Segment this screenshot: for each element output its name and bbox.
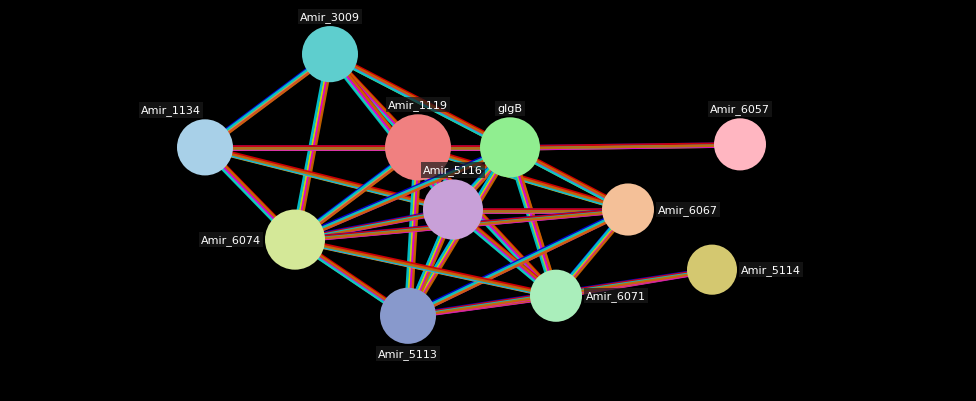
- Text: Amir_1119: Amir_1119: [388, 100, 448, 111]
- Circle shape: [177, 120, 233, 176]
- Circle shape: [687, 245, 737, 295]
- Text: Amir_5116: Amir_5116: [423, 165, 483, 176]
- Text: Amir_6067: Amir_6067: [658, 205, 718, 215]
- Text: Amir_6057: Amir_6057: [710, 104, 770, 115]
- Text: glgB: glgB: [498, 104, 522, 114]
- Circle shape: [714, 119, 766, 171]
- Circle shape: [385, 115, 451, 181]
- Text: Amir_6074: Amir_6074: [201, 235, 261, 245]
- Text: Amir_5114: Amir_5114: [741, 265, 801, 275]
- Circle shape: [602, 184, 654, 236]
- Circle shape: [380, 288, 436, 344]
- Circle shape: [530, 270, 582, 322]
- Text: Amir_6071: Amir_6071: [586, 291, 646, 302]
- Circle shape: [480, 118, 540, 178]
- Circle shape: [423, 180, 483, 240]
- Circle shape: [302, 27, 358, 83]
- Circle shape: [265, 210, 325, 270]
- Text: Amir_3009: Amir_3009: [300, 12, 360, 23]
- Text: Amir_5113: Amir_5113: [378, 348, 438, 359]
- Text: Amir_1134: Amir_1134: [141, 105, 201, 116]
